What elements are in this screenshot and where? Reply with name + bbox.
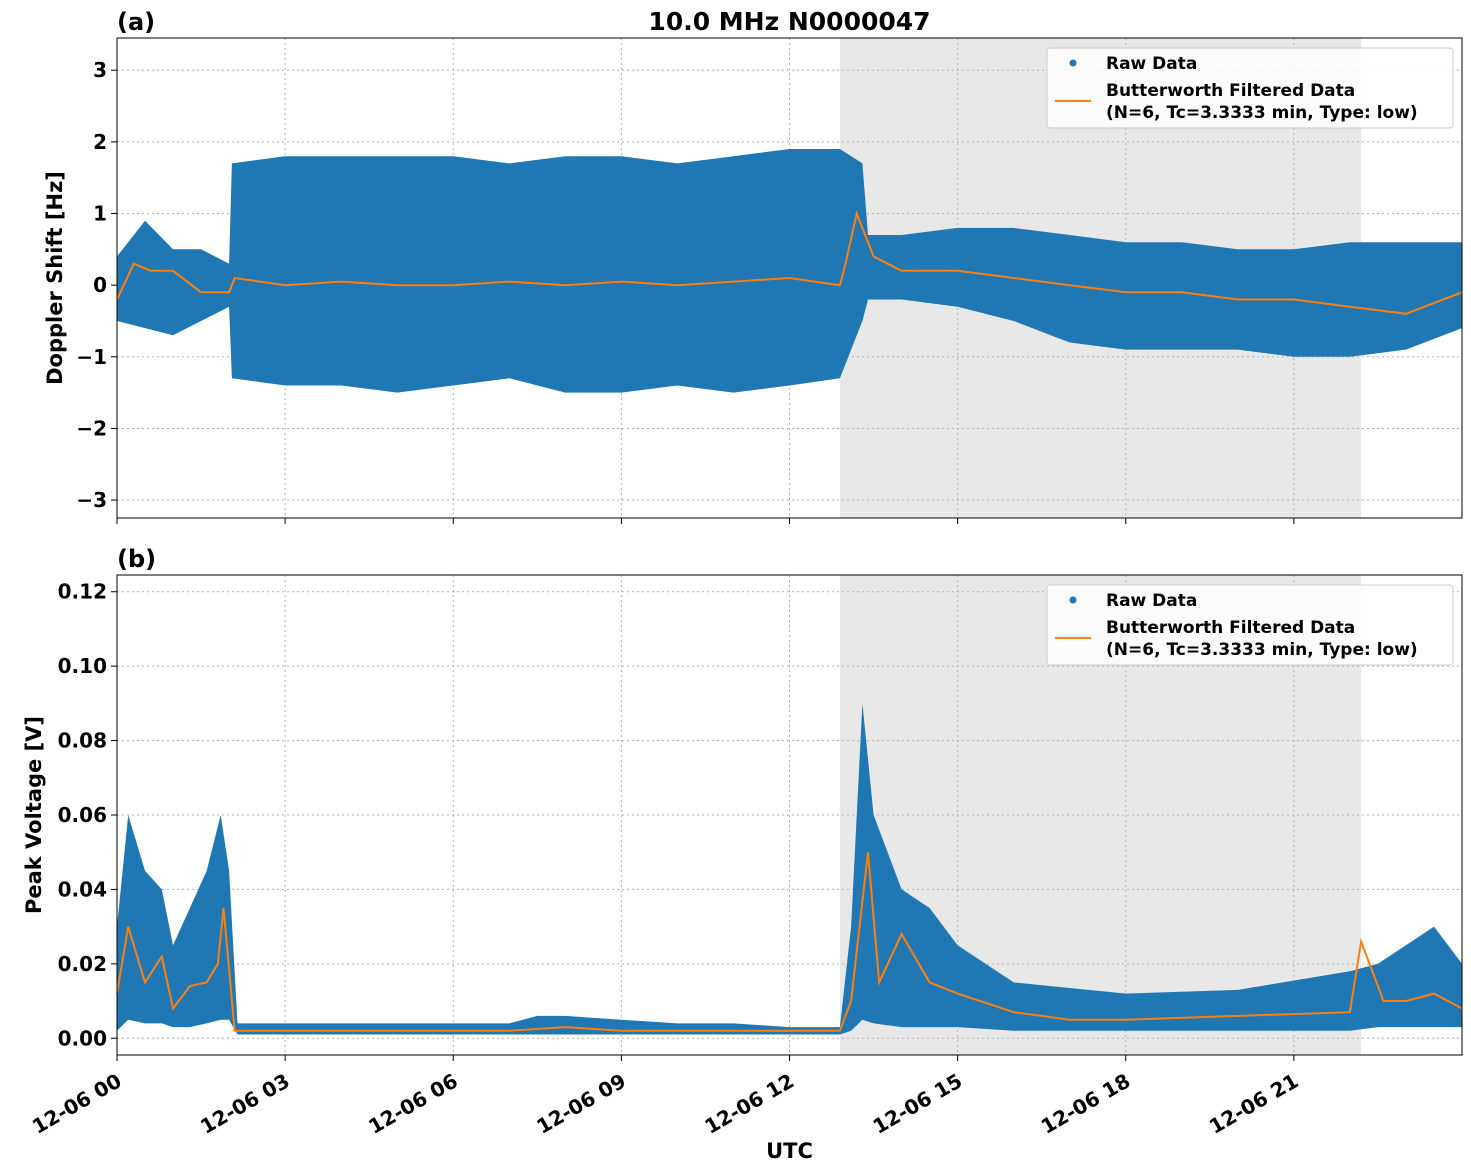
legend-entry-params-a: (N=6, Tc=3.3333 min, Type: low): [1106, 103, 1418, 123]
x-tick-label: 12-06 12: [700, 1069, 798, 1139]
y-tick-label: 0.02: [58, 952, 107, 976]
legend-entry-filtered-b: Butterworth Filtered Data: [1106, 618, 1355, 638]
y-tick-label: 0.12: [58, 580, 107, 604]
y-tick-label: 0: [93, 273, 107, 297]
filtered-line-a: [116, 210, 1463, 315]
panel-b: 0.000.020.040.060.080.100.12 12-06 00 12-…: [22, 545, 1463, 1163]
panel-label-a: (a): [117, 8, 155, 36]
y-axis-label-b: Peak Voltage [V]: [22, 716, 46, 914]
x-tick-label: 12-06 18: [1037, 1069, 1135, 1139]
y-tick-label: 2: [93, 130, 107, 154]
legend-marker-raw-b: [1069, 596, 1077, 604]
x-ticks-b: 12-06 00 12-06 03 12-06 06 12-06 09 12-06 12…: [28, 1055, 1302, 1139]
legend-a: Raw Data Butterworth Filtered Data (N=6,…: [1046, 47, 1454, 129]
axes-frame-b: [116, 574, 1463, 1056]
y-axis-label-a: Doppler Shift [Hz]: [43, 171, 67, 385]
y-ticks-a: −3 −2 −1 0 1 2 3: [76, 58, 117, 512]
legend-box-a: [1046, 47, 1454, 129]
y-tick-label: −1: [76, 345, 107, 369]
legend-entry-raw-a: Raw Data: [1106, 54, 1197, 74]
y-tick-label: 0.00: [58, 1026, 107, 1050]
raw-data-band-b: [117, 703, 1462, 1035]
legend-entry-filtered-a: Butterworth Filtered Data: [1106, 81, 1355, 101]
legend-entry-raw-b: Raw Data: [1106, 591, 1197, 611]
y-ticks-b: 0.00 0.02 0.04 0.06 0.08 0.10 0.12: [58, 580, 117, 1050]
x-ticks-a: [116, 518, 1295, 524]
x-tick-label: 12-06 00: [28, 1069, 126, 1139]
y-tick-label: 0.08: [58, 729, 107, 753]
y-tick-label: 3: [93, 58, 107, 82]
y-tick-label: 0.04: [58, 877, 107, 901]
x-tick-label: 12-06 06: [364, 1069, 462, 1139]
axes-frame-a: [116, 37, 1463, 519]
y-tick-label: −2: [76, 416, 107, 440]
x-tick-label: 12-06 21: [1205, 1069, 1303, 1139]
legend-entry-params-b: (N=6, Tc=3.3333 min, Type: low): [1106, 640, 1418, 660]
x-tick-label: 12-06 03: [196, 1069, 294, 1139]
y-tick-label: 0.06: [58, 803, 107, 827]
x-tick-label: 12-06 09: [532, 1069, 630, 1139]
legend-marker-raw-a: [1069, 59, 1077, 67]
x-tick-label: 12-06 15: [869, 1069, 967, 1139]
panel-a: −3 −2 −1 0 1 2 3 (a) 10.0 MHz N0000047 Doppler…: [43, 7, 1463, 524]
legend-box-b: [1046, 584, 1454, 666]
y-tick-label: 0.10: [58, 654, 107, 678]
legend-b: Raw Data Butterworth Filtered Data (N=6,…: [1046, 584, 1454, 666]
raw-data-band-a: [117, 149, 1462, 393]
y-tick-label: 1: [93, 202, 107, 226]
y-tick-label: −3: [76, 488, 107, 512]
chart-title: 10.0 MHz N0000047: [648, 7, 930, 36]
x-axis-label: UTC: [766, 1139, 813, 1163]
panel-label-b: (b): [117, 545, 156, 573]
filtered-line-b: [116, 852, 1463, 1032]
